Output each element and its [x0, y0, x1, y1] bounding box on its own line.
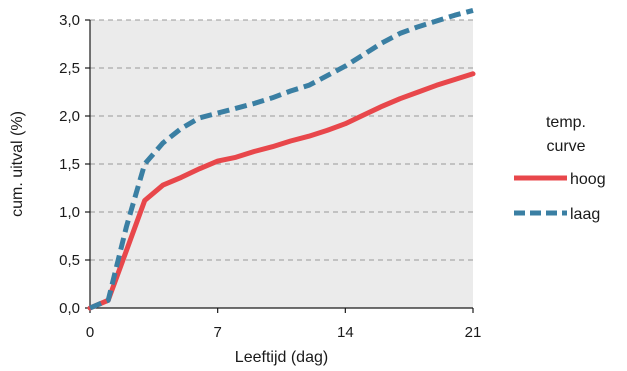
legend: temp. curve hoog laag [514, 114, 606, 223]
series-group [87, 7, 476, 311]
x-axis-title: Leeftijd (dag) [235, 349, 328, 366]
x-tick-label: 0 [86, 324, 94, 341]
legend-items: hoog laag [514, 171, 606, 223]
x-tick-label: 7 [213, 324, 221, 341]
y-tick-label: 2,5 [59, 60, 80, 77]
x-axis-ticks: 0 7 14 21 [86, 308, 482, 341]
legend-title-line-1: temp. [546, 114, 586, 131]
y-tick-label: 3,0 [59, 12, 80, 29]
y-tick-label: 2,0 [59, 108, 80, 125]
legend-label-laag: laag [570, 206, 600, 223]
x-tick-label: 21 [465, 324, 482, 341]
series-line-hoog [87, 71, 476, 311]
y-tick-label: 0,0 [59, 300, 80, 317]
gridlines [90, 19, 473, 261]
y-tick-label: 0,5 [59, 252, 80, 269]
legend-label-hoog: hoog [570, 171, 606, 188]
y-axis-title: cum. uitval (%) [9, 111, 26, 217]
x-tick-label: 14 [337, 324, 354, 341]
y-tick-label: 1,5 [59, 156, 80, 173]
y-tick-label: 1,0 [59, 204, 80, 221]
y-axis-ticks: 0,0 0,5 1,0 1,5 2,0 2,5 3,0 [59, 12, 90, 317]
legend-title-line-2: curve [546, 138, 585, 155]
